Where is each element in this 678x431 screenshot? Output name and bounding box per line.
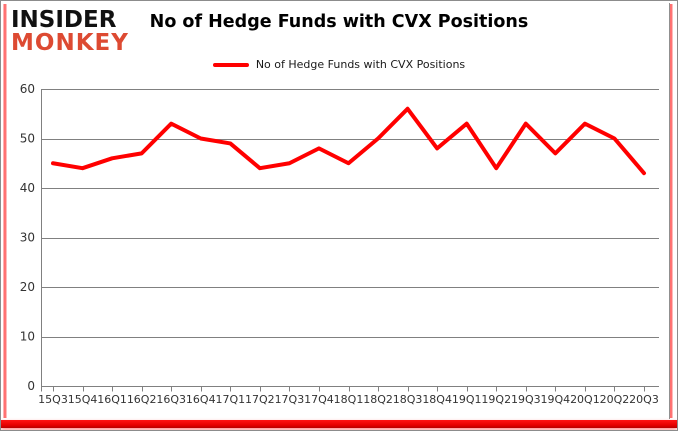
x-tick-label: 20Q3 [629, 393, 659, 406]
x-tick-label: 15Q4 [68, 393, 98, 406]
x-tick-label: 19Q3 [511, 393, 541, 406]
y-tick-label: 0 [27, 379, 35, 393]
y-tick-label: 60 [20, 82, 35, 96]
logo-text-insider: INSIDER [11, 6, 117, 34]
frame-bottom-red-bar [1, 420, 677, 428]
insider-monkey-logo: INSIDER MONKEY [11, 9, 129, 54]
legend: No of Hedge Funds with CVX Positions [1, 58, 677, 71]
frame-right-border [669, 3, 670, 419]
y-tick-label: 10 [20, 330, 35, 344]
logo-text-monkey: MONKEY [11, 29, 129, 56]
y-tick-label: 40 [20, 181, 35, 195]
x-axis-labels: 15Q3 15Q4 16Q1 16Q2 16Q3 16Q4 17Q1 17Q2 17Q3 17Q4… [38, 393, 659, 406]
y-tick-label: 30 [20, 231, 35, 245]
x-tick-label: 20Q2 [600, 393, 630, 406]
x-tick-label: 19Q4 [541, 393, 571, 406]
x-tick-label: 19Q1 [452, 393, 482, 406]
y-tick-label: 50 [20, 132, 35, 146]
x-tick-label: 15Q3 [38, 393, 68, 406]
x-tick-label: 16Q1 [97, 393, 127, 406]
x-tick-label: 17Q3 [275, 393, 305, 406]
legend-line-swatch [212, 62, 249, 67]
x-tick-label: 17Q4 [304, 393, 334, 406]
x-tick-label: 19Q2 [481, 393, 511, 406]
x-tick-label: 17Q1 [215, 393, 245, 406]
gridlines [41, 89, 659, 387]
axes [41, 89, 645, 392]
y-axis-labels: 0 10 20 30 40 50 60 [20, 82, 35, 393]
y-tick-label: 20 [20, 280, 35, 294]
x-tick-label: 20Q1 [570, 393, 600, 406]
x-tick-label: 16Q3 [156, 393, 186, 406]
x-tick-label: 18Q4 [422, 393, 452, 406]
legend-label: No of Hedge Funds with CVX Positions [255, 58, 466, 71]
x-tick-label: 16Q4 [186, 393, 216, 406]
x-tick-label: 18Q1 [334, 393, 364, 406]
x-tick-label: 18Q2 [363, 393, 393, 406]
x-tick-label: 16Q2 [127, 393, 157, 406]
chart-title: No of Hedge Funds with CVX Positions [149, 12, 529, 32]
x-tick-label: 17Q2 [245, 393, 275, 406]
series-line [51, 106, 646, 176]
x-tick-label: 18Q3 [393, 393, 423, 406]
